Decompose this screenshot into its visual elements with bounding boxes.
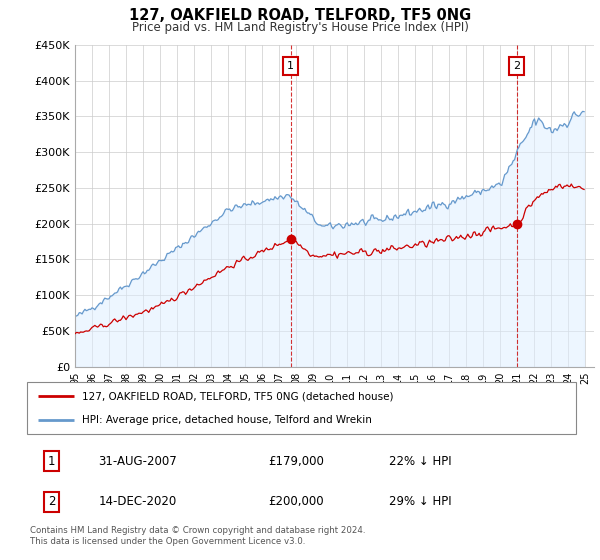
Text: 1: 1 xyxy=(287,61,294,71)
Text: £179,000: £179,000 xyxy=(269,455,325,468)
Text: HPI: Average price, detached house, Telford and Wrekin: HPI: Average price, detached house, Telf… xyxy=(82,415,372,425)
Text: 127, OAKFIELD ROAD, TELFORD, TF5 0NG: 127, OAKFIELD ROAD, TELFORD, TF5 0NG xyxy=(129,8,471,24)
Text: 2: 2 xyxy=(48,495,55,508)
Text: 14-DEC-2020: 14-DEC-2020 xyxy=(98,495,176,508)
Text: 1: 1 xyxy=(48,455,55,468)
Text: Price paid vs. HM Land Registry's House Price Index (HPI): Price paid vs. HM Land Registry's House … xyxy=(131,21,469,34)
Text: 22% ↓ HPI: 22% ↓ HPI xyxy=(389,455,452,468)
Text: £200,000: £200,000 xyxy=(269,495,324,508)
Text: 2: 2 xyxy=(513,61,520,71)
Text: 127, OAKFIELD ROAD, TELFORD, TF5 0NG (detached house): 127, OAKFIELD ROAD, TELFORD, TF5 0NG (de… xyxy=(82,391,394,402)
Text: 29% ↓ HPI: 29% ↓ HPI xyxy=(389,495,452,508)
FancyBboxPatch shape xyxy=(27,382,576,434)
Text: Contains HM Land Registry data © Crown copyright and database right 2024.
This d: Contains HM Land Registry data © Crown c… xyxy=(30,526,365,546)
Text: 31-AUG-2007: 31-AUG-2007 xyxy=(98,455,177,468)
